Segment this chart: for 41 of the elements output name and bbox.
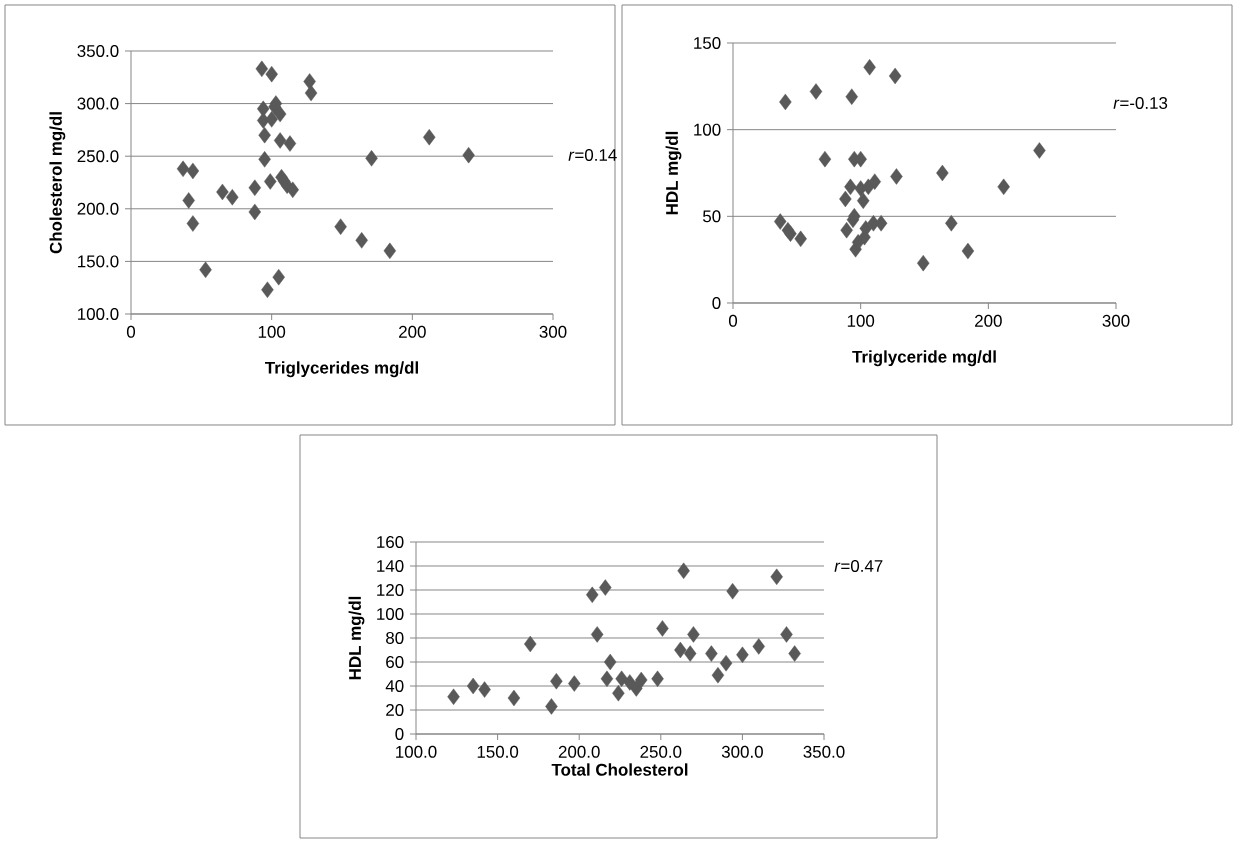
x-axis-title: Triglycerides mg/dl <box>265 361 418 378</box>
y-tick-label: 20 <box>386 704 404 716</box>
x-tick-label: 200 <box>399 325 426 338</box>
y-tick-label: 200.0 <box>77 202 119 215</box>
x-axis-title: Total Cholesterol <box>551 763 688 776</box>
y-tick-label: 160 <box>377 536 404 548</box>
x-tick-label: 300 <box>1102 314 1130 327</box>
x-tick-label: 200 <box>975 314 1002 327</box>
text: r=0.14 <box>568 148 617 161</box>
x-tick-label: 100 <box>258 325 286 338</box>
y-axis-title: HDL mg/dl <box>665 131 682 215</box>
x-tick-label: 100 <box>847 314 875 327</box>
y-axis-title: HDL mg/dl <box>348 596 365 680</box>
y-tick-label: 250.0 <box>77 150 119 163</box>
y-tick-label: 300.0 <box>77 97 119 110</box>
y-tick-label: 60 <box>386 656 404 668</box>
y-tick-label: 350.0 <box>77 44 119 57</box>
y-tick-label: 0 <box>712 296 721 309</box>
y-tick-label: 100 <box>377 608 404 620</box>
x-tick-label: 0 <box>126 325 136 338</box>
x-tick-label: 150.0 <box>477 745 519 758</box>
y-tick-label: 40 <box>385 680 404 692</box>
y-tick-label: 50 <box>703 210 721 223</box>
annotation: r=-0.13 <box>1113 96 1168 109</box>
x-tick-label: 350.0 <box>803 745 845 758</box>
x-tick-label: 0 <box>728 314 738 327</box>
x-axis-title: Triglyceride mg/dl <box>852 350 996 367</box>
x-tick-label: 300 <box>539 325 567 338</box>
y-tick-label: 0 <box>395 728 404 740</box>
y-tick-label: 80 <box>386 632 404 644</box>
y-tick-label: 150 <box>694 36 721 49</box>
x-tick-label: 200.0 <box>558 745 600 758</box>
y-tick-label: 120 <box>377 584 404 596</box>
y-tick-label: 100 <box>694 123 721 136</box>
x-tick-label: 250.0 <box>640 745 682 758</box>
x-tick-label: 300.0 <box>721 745 763 758</box>
x-tick-label: 100.0 <box>396 745 437 758</box>
y-tick-label: 150.0 <box>78 255 119 268</box>
text: r=0.47 <box>834 560 883 572</box>
y-axis-title: Cholesterol mg/dl <box>49 112 66 254</box>
y-tick-label: 140 <box>377 560 404 572</box>
